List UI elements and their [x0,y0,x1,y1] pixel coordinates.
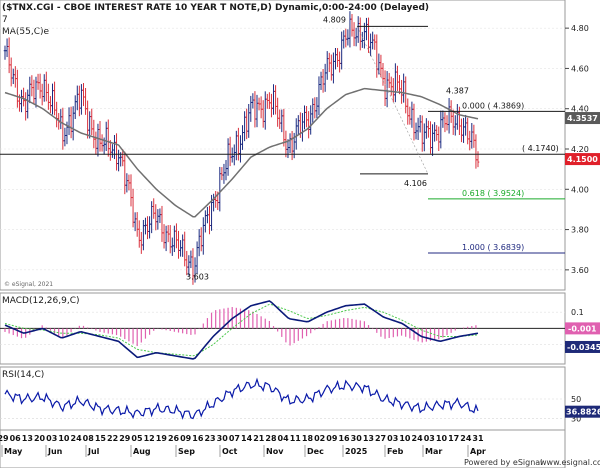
month-label: Aug [133,447,151,456]
time-tick-label: 24 [460,434,472,443]
time-tick-label: 27 [375,434,386,443]
ma-line [4,87,479,218]
fib-label: 0.618 ( 3.9524) [462,189,524,198]
month-label: Mar [425,447,442,456]
macd-tick-label: 0.1 [571,308,584,317]
time-tick-label: 15 [95,434,107,443]
macd-line [4,300,479,360]
macd-value-tag: -0.0345 [565,340,600,353]
time-tick-label: 22 [107,434,118,443]
retracement-connector [356,26,429,175]
time-tick-label: 19 [156,434,168,443]
time-tick-label: 29 [0,434,9,443]
time-tick-label: 26 [168,434,180,443]
swing-low-label: 3.603 [186,272,209,281]
time-tick-label: 07 [229,434,240,443]
price-tick-label: 4.00 [571,185,589,194]
time-tick-label: 10 [436,434,448,443]
macd-hist-tag: -0.001 [565,322,600,335]
time-tick-label: 23 [204,434,215,443]
time-tick-label: 10 [399,434,411,443]
ma-label: MA(55,C)e [2,27,50,37]
time-tick-label: 17 [448,434,459,443]
time-tick-label: 13 [22,434,33,443]
time-tick-label: 16 [338,434,350,443]
month-label: Sep [178,447,195,456]
month-label: Feb [387,447,404,456]
rsi-line [4,377,479,420]
price-tick-label: 4.60 [571,64,589,73]
ma-price-tag: 4.3537 [565,112,600,125]
time-tick-label: 02 [314,434,325,443]
time-tick-label: 13 [363,434,374,443]
title-row2: 7 [2,15,8,25]
time-tick-label: 09 [180,434,192,443]
swing-high-label: 4.809 [323,15,346,24]
fib-label: 0.000 ( 4.3869) [462,101,524,110]
time-tick-label: 11 [290,434,302,443]
svg-text:-0.0345: -0.0345 [567,343,600,352]
rsi-value-tag: 36.8826 [565,405,600,418]
svg-text:4.3537: 4.3537 [567,114,598,123]
svg-text:4.1500: 4.1500 [567,155,598,164]
time-tick-label: 16 [192,434,204,443]
time-axis [0,429,566,469]
price-tick-label: 4.20 [571,145,589,154]
recent-high-label: 4.387 [446,86,469,95]
price-tick-label: 4.40 [571,105,589,114]
time-tick-label: 20 [34,434,46,443]
month-label: Dec [307,447,324,456]
time-tick-label: 03 [387,434,398,443]
time-tick-label: 06 [10,434,22,443]
month-label: Oct [222,447,238,456]
month-label: 2025 [345,447,368,456]
time-tick-label: 24 [412,434,424,443]
svg-text:-0.001: -0.001 [568,324,597,333]
time-tick-label: 08 [83,434,95,443]
close-price-tag: 4.1500 [565,153,600,166]
month-label: Nov [266,447,284,456]
month-label: Jul [87,447,100,456]
time-tick-label: 05 [131,434,143,443]
time-tick-label: 09 [326,434,338,443]
time-tick-label: 12 [144,434,155,443]
price-tick-label: 3.80 [571,226,589,235]
rsi-tick-label: 30 [571,414,581,423]
price-tick-label: 3.60 [571,266,589,275]
time-tick-label: 03 [424,434,435,443]
time-tick-label: 10 [58,434,70,443]
time-tick-label: 04 [278,434,290,443]
rsi-label: RSI(14,C) [2,370,44,380]
time-tick-label: 30 [217,434,229,443]
chart-title: ($TNX.CGI - CBOE INTEREST RATE 10 YEAR T… [2,3,429,13]
time-tick-label: 30 [351,434,363,443]
time-tick-label: 14 [241,434,253,443]
macd-label: MACD(12,26,9,C) [2,296,80,306]
powered-by-text: Powered by eSignal [464,458,542,467]
month-label: Apr [470,447,486,456]
svg-text:36.8826: 36.8826 [566,408,600,417]
time-tick-label: 18 [302,434,314,443]
month-label: May [4,447,23,456]
recent-low-label: 4.106 [404,179,427,188]
fib-label: 1.000 ( 3.6839) [462,243,524,252]
month-label: Jun [47,447,63,456]
price-tick-label: 4.80 [571,24,589,33]
support-label: ( 4.1740) [522,144,559,153]
time-tick-label: 28 [265,434,277,443]
site-text: www.esignal.com [540,458,600,467]
rsi-tick-label: 50 [571,395,581,404]
time-tick-label: 03 [46,434,57,443]
time-tick-label: 21 [253,434,265,443]
copyright-note: © eSignal, 2021 [4,281,53,288]
time-tick-label: 31 [472,434,484,443]
macd-signal-line [4,303,479,357]
time-tick-label: 24 [71,434,83,443]
time-tick-label: 29 [119,434,131,443]
